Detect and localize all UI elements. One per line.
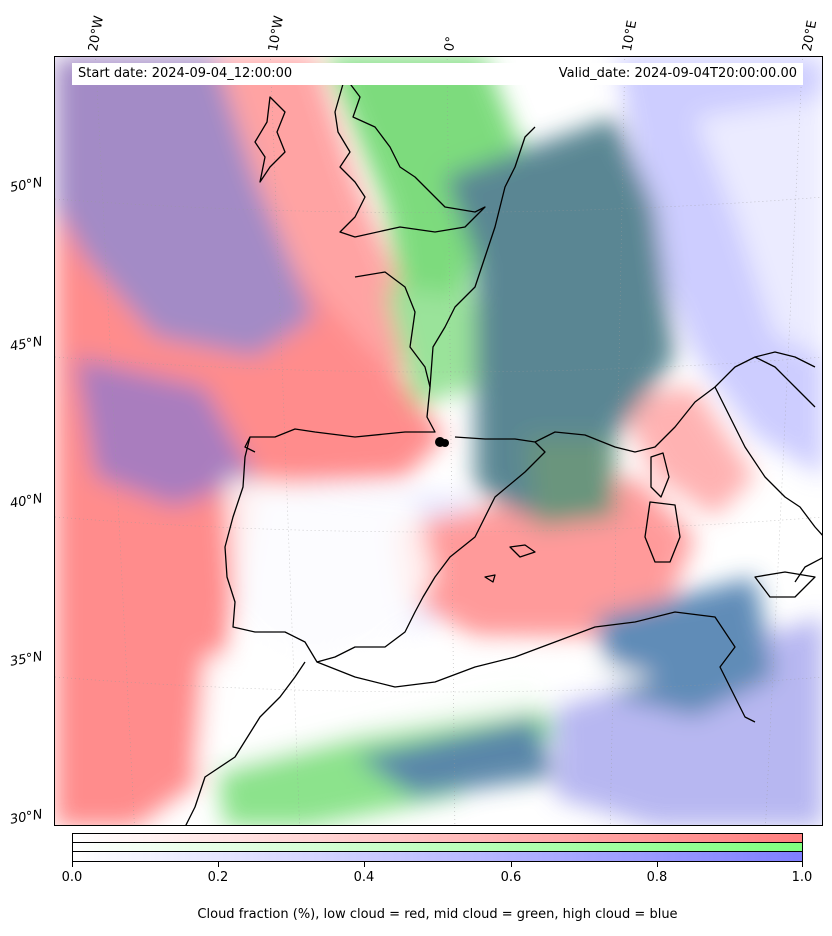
colorbar-mid-row bbox=[73, 843, 802, 851]
colorbar-tick-label: 0.6 bbox=[500, 870, 522, 885]
lat-label-40n: 40°N bbox=[8, 491, 44, 512]
colorbar-tick-label: 0.2 bbox=[207, 870, 229, 885]
map-area[interactable] bbox=[54, 56, 823, 826]
lat-label-45n: 45°N bbox=[8, 334, 44, 355]
lon-label-10w: 10°W bbox=[266, 14, 288, 53]
graticule bbox=[55, 57, 822, 825]
coastlines bbox=[185, 76, 822, 825]
colorbar-tick bbox=[802, 862, 803, 867]
colorbar-tick bbox=[364, 862, 365, 867]
colorbar-tick-label: 0.8 bbox=[646, 870, 668, 885]
colorbar-separator bbox=[73, 851, 802, 852]
colorbar-separator bbox=[73, 842, 802, 843]
start-date-label: Start date: 2024-09-04_12:00:00 bbox=[78, 66, 293, 81]
lat-label-35n: 35°N bbox=[8, 649, 44, 670]
colorbar-tick-label: 1.0 bbox=[791, 870, 813, 885]
colorbar-tick bbox=[511, 862, 512, 867]
lon-label-20e: 20°E bbox=[800, 19, 821, 53]
colorbar-high-row bbox=[73, 852, 802, 861]
lon-label-20w: 20°W bbox=[86, 14, 108, 53]
cloud-fields bbox=[55, 57, 822, 825]
cloud-map-svg bbox=[55, 57, 822, 825]
colorbar bbox=[72, 833, 803, 862]
lon-label-0: 0° bbox=[442, 35, 460, 53]
colorbar-title: Cloud fraction (%), low cloud = red, mid… bbox=[197, 907, 678, 922]
colorbar-tick bbox=[218, 862, 219, 867]
valid-date-label: Valid_date: 2024-09-04T20:00:00.00 bbox=[558, 66, 797, 81]
location-marker[interactable] bbox=[435, 437, 449, 447]
info-bar: Start date: 2024-09-04_12:00:00 Valid_da… bbox=[72, 63, 803, 85]
lat-label-30n: 30°N bbox=[8, 807, 44, 828]
lat-label-50n: 50°N bbox=[8, 175, 44, 196]
colorbar-tick-label: 0.0 bbox=[61, 870, 83, 885]
lon-label-10e: 10°E bbox=[620, 19, 641, 53]
colorbar-tick bbox=[657, 862, 658, 867]
colorbar-tick-label: 0.4 bbox=[353, 870, 375, 885]
colorbar-low-row bbox=[73, 834, 802, 842]
colorbar-tick bbox=[72, 862, 73, 867]
